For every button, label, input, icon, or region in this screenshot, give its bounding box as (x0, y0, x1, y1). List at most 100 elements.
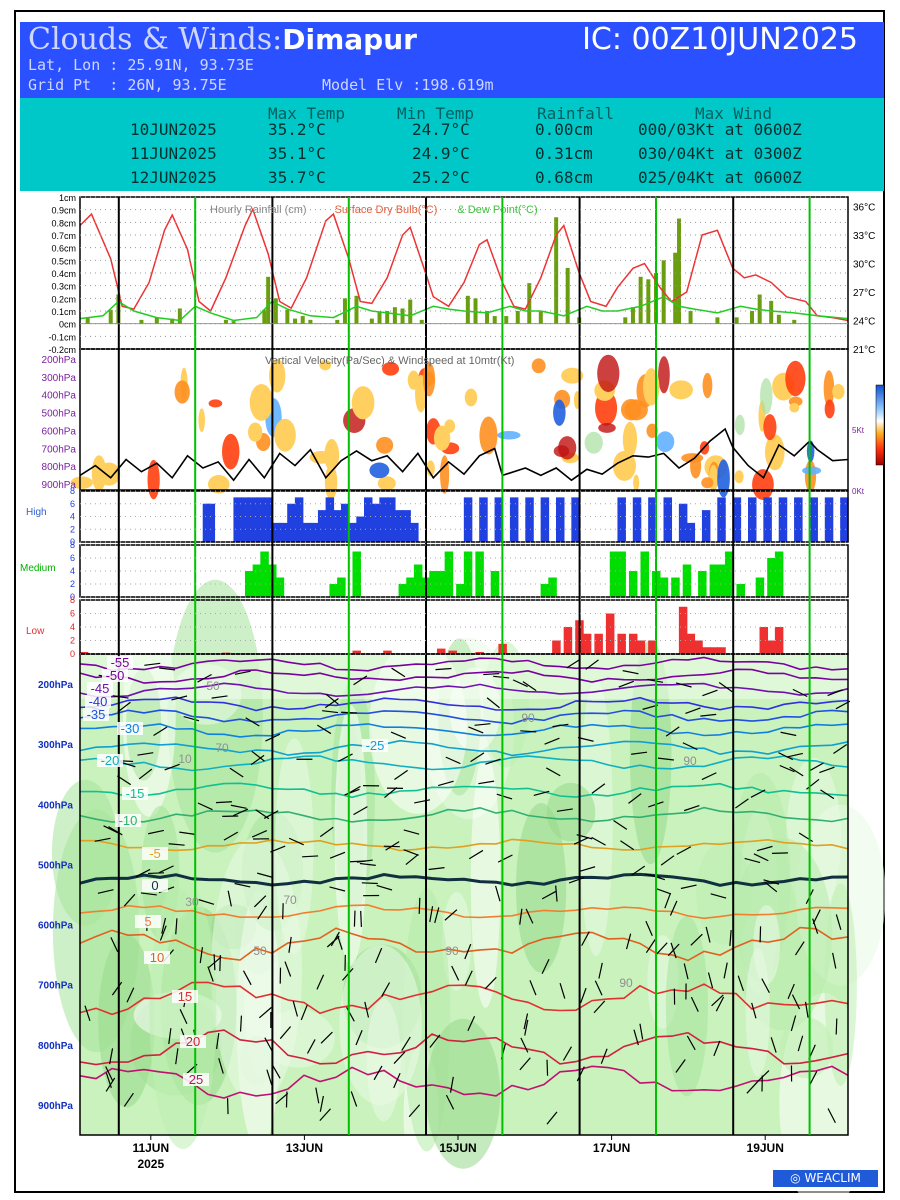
cloud-bar (678, 606, 688, 654)
wind-barb (552, 723, 569, 728)
rh-contour-label: 50 (253, 944, 267, 958)
wind-barb (628, 793, 642, 804)
cloud-bar (628, 571, 638, 597)
cloud-bar (406, 577, 415, 597)
isotherm-label: 25 (189, 1072, 203, 1087)
isotherm-label-bg (142, 847, 168, 860)
cloud-bar (490, 571, 500, 597)
rain-bar (85, 317, 90, 324)
wind-barb (245, 717, 260, 727)
weaclim-logo: ◎ WEACLIM (773, 1170, 878, 1187)
isotherm-label: 10 (150, 950, 164, 965)
x-tick-label: 11JUN (132, 1141, 169, 1155)
wind-barb (682, 742, 698, 751)
rh-contour-label: 50 (206, 679, 220, 693)
panel-frame (79, 348, 849, 491)
daily-summary-table: Max Temp Min Temp Rainfall Max Wind 10JU… (20, 98, 884, 191)
cloud-bar (759, 627, 769, 654)
wind-barb (359, 862, 376, 866)
humidity-blob (579, 679, 613, 957)
vertical-velocity-cell (658, 356, 670, 394)
cloud-bar (724, 551, 734, 597)
rain-bar (515, 311, 520, 324)
pressure-tick-label: 700hPa (42, 444, 77, 455)
cloud-bar (402, 510, 411, 542)
wind-barb (349, 860, 366, 863)
isotherm-line (79, 709, 849, 725)
rain-bar (792, 319, 797, 324)
model-elevation: Model Elv :198.619m (322, 76, 494, 94)
wind-barb (675, 1059, 686, 1073)
rain-tick-label: 0.9cm (51, 206, 76, 216)
lat-lon: Lat, Lon : 25.91N, 93.73E (28, 56, 254, 74)
wind-barb (239, 1015, 243, 1032)
wind-barb (179, 1009, 188, 1025)
cloud-bar (594, 633, 603, 654)
wind-barb (319, 1108, 331, 1122)
cloud-bar (617, 633, 626, 654)
wind-barb (790, 1015, 797, 1032)
cloud-bar (686, 633, 696, 654)
wind-barb (778, 752, 794, 761)
wind-barb (324, 698, 339, 709)
vertical-velocity-cell (598, 422, 616, 433)
wind-barb (319, 1095, 324, 1112)
cloud-bar (475, 651, 484, 654)
wind-barb (111, 981, 123, 996)
wind-barb (316, 974, 325, 990)
rain-bar (776, 314, 781, 324)
isotherm-label: -50 (106, 668, 125, 683)
wind-barb (198, 899, 215, 905)
rain-bar (369, 318, 374, 324)
wind-barb (470, 752, 485, 763)
wind-barb (444, 909, 458, 921)
cloud-bar (475, 551, 484, 597)
wind-barb (779, 764, 795, 773)
wind-barb (234, 670, 251, 675)
vertical-velocity-cell (440, 455, 450, 494)
cloud-bar (252, 564, 262, 597)
rain-bar (630, 307, 635, 324)
wind-barb (353, 910, 356, 927)
cloud-tick-label: 0 (70, 592, 75, 602)
isotherm-label-bg (117, 722, 143, 735)
rain-bar (734, 317, 739, 324)
cloud-bar (682, 564, 692, 597)
rain-tick-label: -0.1cm (48, 332, 76, 342)
cloud-bar (494, 497, 504, 542)
wind-barb (322, 710, 339, 714)
wind-barb (797, 1035, 804, 1052)
wind-barb (435, 667, 452, 671)
cloud-bar (456, 584, 465, 597)
row-max-temp: 35.1°C (268, 144, 326, 163)
rain-bar (266, 276, 271, 324)
wind-barb (756, 845, 773, 852)
cloud-bar (717, 647, 726, 654)
rain-bar (223, 319, 228, 324)
initial-condition: IC: 00Z10JUN2025 (582, 22, 858, 57)
vertical-velocity-cell (479, 416, 498, 455)
wind-barb (544, 737, 560, 745)
isotherm-line (79, 926, 849, 962)
vertical-velocity-cell (553, 399, 566, 426)
wind-barb (137, 752, 154, 756)
wind-barb (833, 744, 848, 754)
row-max-temp: 35.2°C (268, 120, 326, 139)
cloud-bar (755, 577, 765, 597)
vertical-velocity-cell (655, 431, 675, 453)
wind-barb (144, 662, 161, 666)
wind-barb (750, 789, 766, 798)
cloud-bar (340, 503, 350, 542)
cloud-panel-label: Medium (20, 563, 56, 574)
vertical-velocity-cell (717, 459, 730, 498)
cloud-bar (379, 497, 388, 542)
wind-barb (429, 906, 434, 923)
wind-barb (94, 837, 111, 842)
wind-barb (428, 867, 445, 871)
wind-barb (361, 882, 378, 885)
isotherm-label-bg (115, 814, 141, 827)
wind-barb (264, 1037, 274, 1053)
wind-barb (105, 1066, 114, 1082)
wind-barb (288, 936, 292, 953)
vertical-velocity-cell (369, 462, 390, 479)
